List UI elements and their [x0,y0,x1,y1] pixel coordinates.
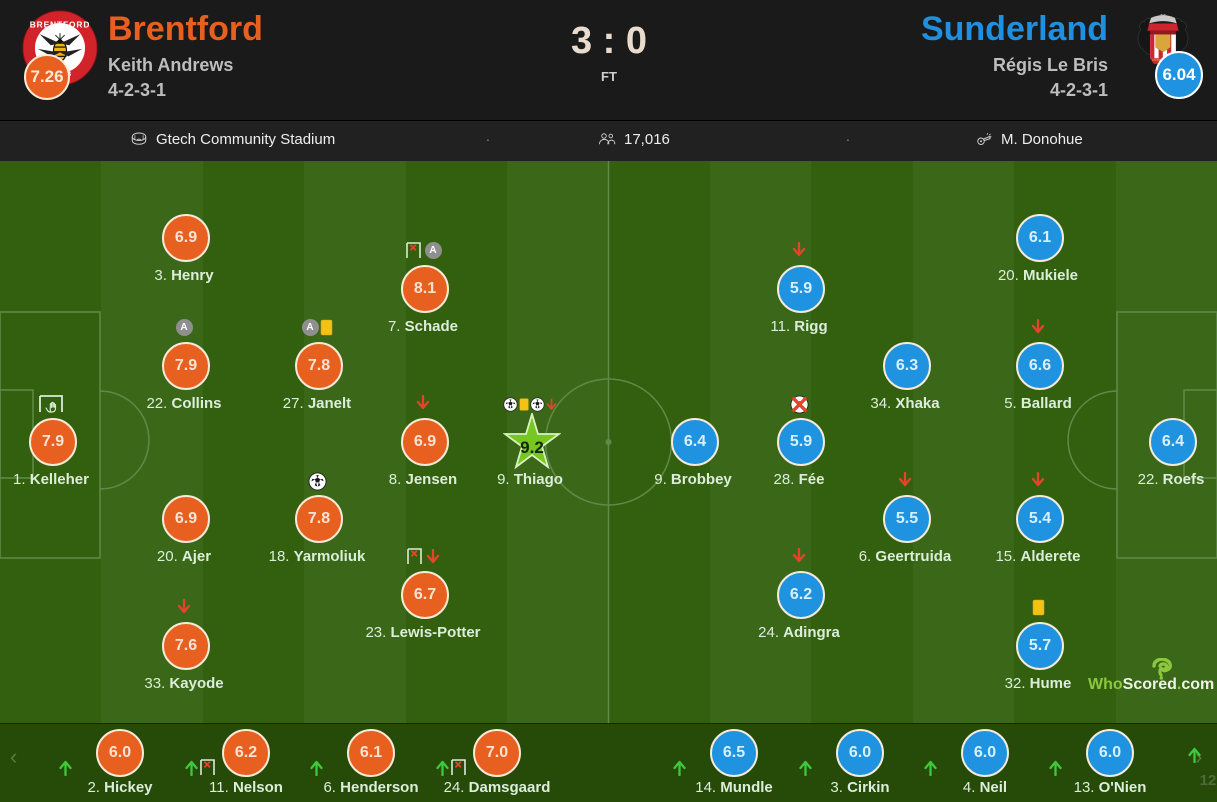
svg-text:BRENTFORD: BRENTFORD [30,20,91,30]
